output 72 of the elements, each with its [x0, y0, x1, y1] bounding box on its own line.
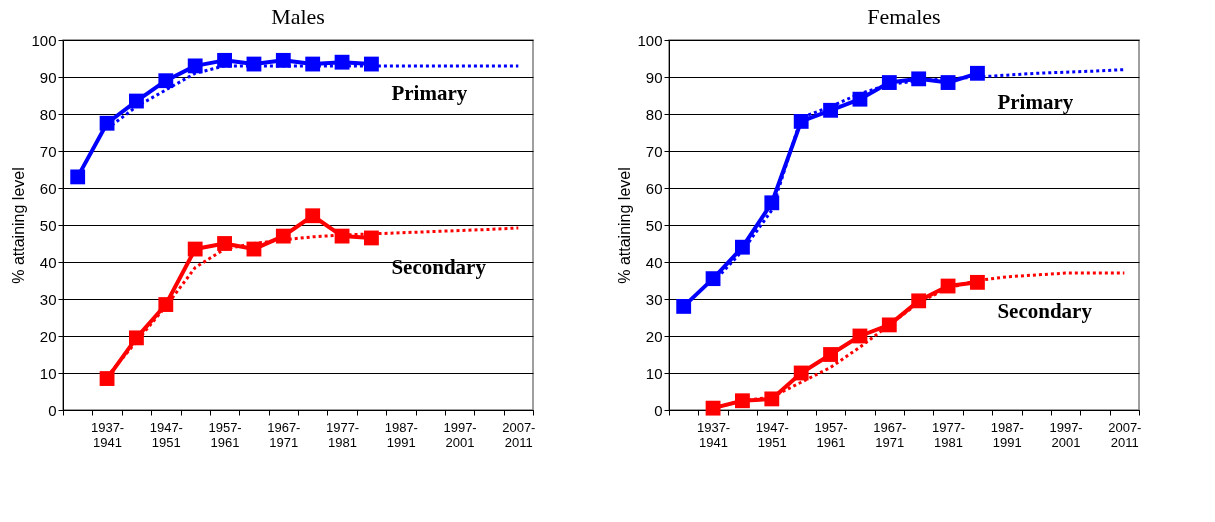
y-tick-label: 20: [645, 327, 663, 345]
x-tick-label: 2007-2011: [502, 419, 536, 450]
y-tick-label: 20: [39, 327, 57, 345]
point: [911, 293, 927, 309]
x-tick-label: 1987-1991: [384, 419, 418, 450]
y-tick-label: 90: [39, 68, 57, 86]
y-tick-label: 60: [39, 179, 57, 197]
point: [305, 208, 321, 224]
point: [99, 371, 115, 386]
series-label: Secondary: [997, 299, 1093, 324]
y-tick-label: 10: [39, 364, 57, 382]
x-tick-label: 1997-2001: [1049, 419, 1083, 450]
point: [217, 236, 232, 251]
y-tick-label: 50: [39, 216, 57, 234]
y-tick-label: 90: [645, 68, 663, 86]
point: [881, 317, 897, 333]
chart-title: Males: [271, 4, 325, 29]
y-tick-label: 70: [39, 142, 57, 160]
y-tick-label: 40: [39, 253, 57, 271]
series-label: Primary: [997, 90, 1074, 115]
x-tick-label: 1947-1951: [149, 419, 183, 450]
y-tick-label: 80: [645, 105, 663, 123]
y-tick-label: 100: [31, 31, 57, 49]
y-tick-label: 80: [39, 105, 57, 123]
point: [158, 73, 174, 89]
x-tick-label: 1947-1951: [755, 419, 789, 450]
y-tick-label: 30: [39, 290, 57, 308]
x-tick-label: 2007-2011: [1108, 419, 1142, 450]
point: [735, 239, 750, 255]
x-tick-label: 1997-2001: [443, 419, 477, 450]
point: [217, 52, 232, 68]
y-tick-label: 100: [637, 31, 663, 49]
point: [158, 297, 174, 312]
point: [823, 102, 838, 118]
point: [970, 65, 985, 81]
x-tick-label: 1977-1981: [931, 419, 966, 450]
x-tick-label: 1937-1941: [90, 419, 125, 450]
point: [705, 400, 721, 416]
x-tick-label: 1957-1961: [208, 419, 242, 450]
point: [275, 228, 291, 244]
y-tick-label: 70: [645, 142, 663, 160]
series-label: Primary: [391, 81, 468, 106]
point: [70, 169, 86, 185]
y-axis-title: % attaining level: [10, 167, 28, 284]
y-tick-label: 10: [645, 364, 663, 382]
x-tick-label: 1967-1971: [267, 419, 301, 450]
x-tick-label: 1937-1941: [696, 419, 731, 450]
y-tick-label: 0: [654, 401, 663, 419]
x-tick-label: 1987-1991: [990, 419, 1024, 450]
y-axis-title: % attaining level: [616, 167, 634, 284]
point: [676, 298, 692, 314]
x-tick-label: 1977-1981: [325, 419, 360, 450]
point: [129, 330, 144, 346]
y-tick-label: 0: [48, 401, 57, 419]
x-tick-label: 1967-1971: [873, 419, 907, 450]
point: [187, 58, 203, 74]
point: [970, 274, 985, 290]
y-tick-label: 40: [645, 253, 663, 271]
y-tick-label: 50: [645, 216, 663, 234]
point: [823, 347, 838, 362]
y-tick-label: 60: [645, 179, 663, 197]
point: [735, 393, 750, 409]
point: [881, 75, 897, 90]
point: [764, 195, 780, 211]
point: [911, 71, 927, 87]
x-tick-label: 1957-1961: [814, 419, 848, 450]
point: [275, 52, 291, 68]
point: [764, 391, 780, 407]
point: [187, 241, 203, 257]
point: [793, 365, 809, 381]
chart-title: Females: [867, 4, 941, 29]
y-tick-label: 30: [645, 290, 663, 308]
